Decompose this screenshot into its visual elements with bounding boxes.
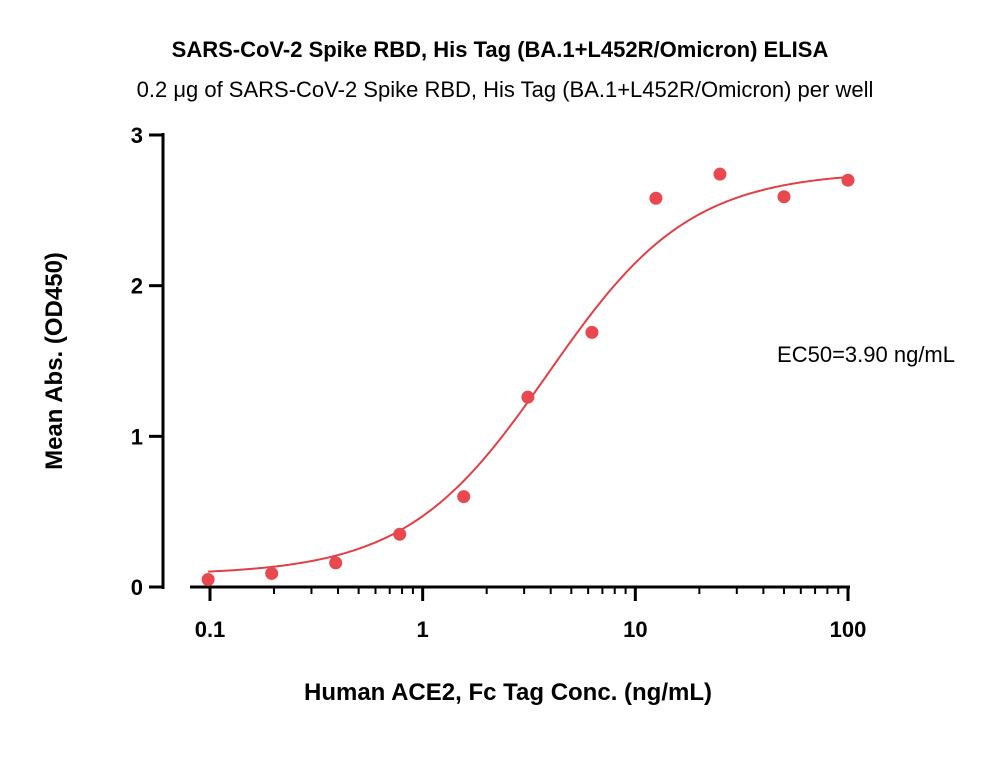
y-tick-label: 2: [131, 274, 143, 299]
y-tick-label: 0: [131, 575, 143, 600]
x-tick-label: 100: [830, 617, 867, 642]
data-point: [521, 390, 535, 404]
x-tick-label: 1: [417, 617, 429, 642]
x-tick-label: 0.1: [195, 617, 226, 642]
data-point: [585, 325, 599, 339]
data-point: [265, 566, 279, 580]
data-point: [329, 556, 343, 570]
data-point: [777, 190, 791, 204]
y-tick-label: 3: [131, 123, 143, 148]
y-axis-label: Mean Abs. (OD450): [41, 252, 68, 470]
x-axis-label: Human ACE2, Fc Tag Conc. (ng/mL): [304, 679, 712, 706]
y-tick-label: 1: [131, 424, 143, 449]
data-point: [201, 572, 215, 586]
data-points: [201, 167, 855, 586]
data-point: [457, 490, 471, 504]
data-point: [841, 173, 855, 187]
fit-curve-layer: [208, 176, 849, 573]
data-point: [649, 191, 663, 205]
tick-labels: 0 1 2 3 0.1 1 10 100: [131, 123, 867, 642]
chart-title: SARS-CoV-2 Spike RBD, His Tag (BA.1+L452…: [172, 37, 829, 62]
ec50-annotation: EC50=3.90 ng/mL: [777, 342, 955, 367]
axes: [149, 133, 850, 601]
data-point: [393, 527, 407, 541]
x-tick-label: 10: [623, 617, 647, 642]
data-point: [713, 167, 727, 181]
chart-subtitle: 0.2 μg of SARS-CoV-2 Spike RBD, His Tag …: [137, 77, 874, 102]
fit-curve: [208, 176, 849, 573]
